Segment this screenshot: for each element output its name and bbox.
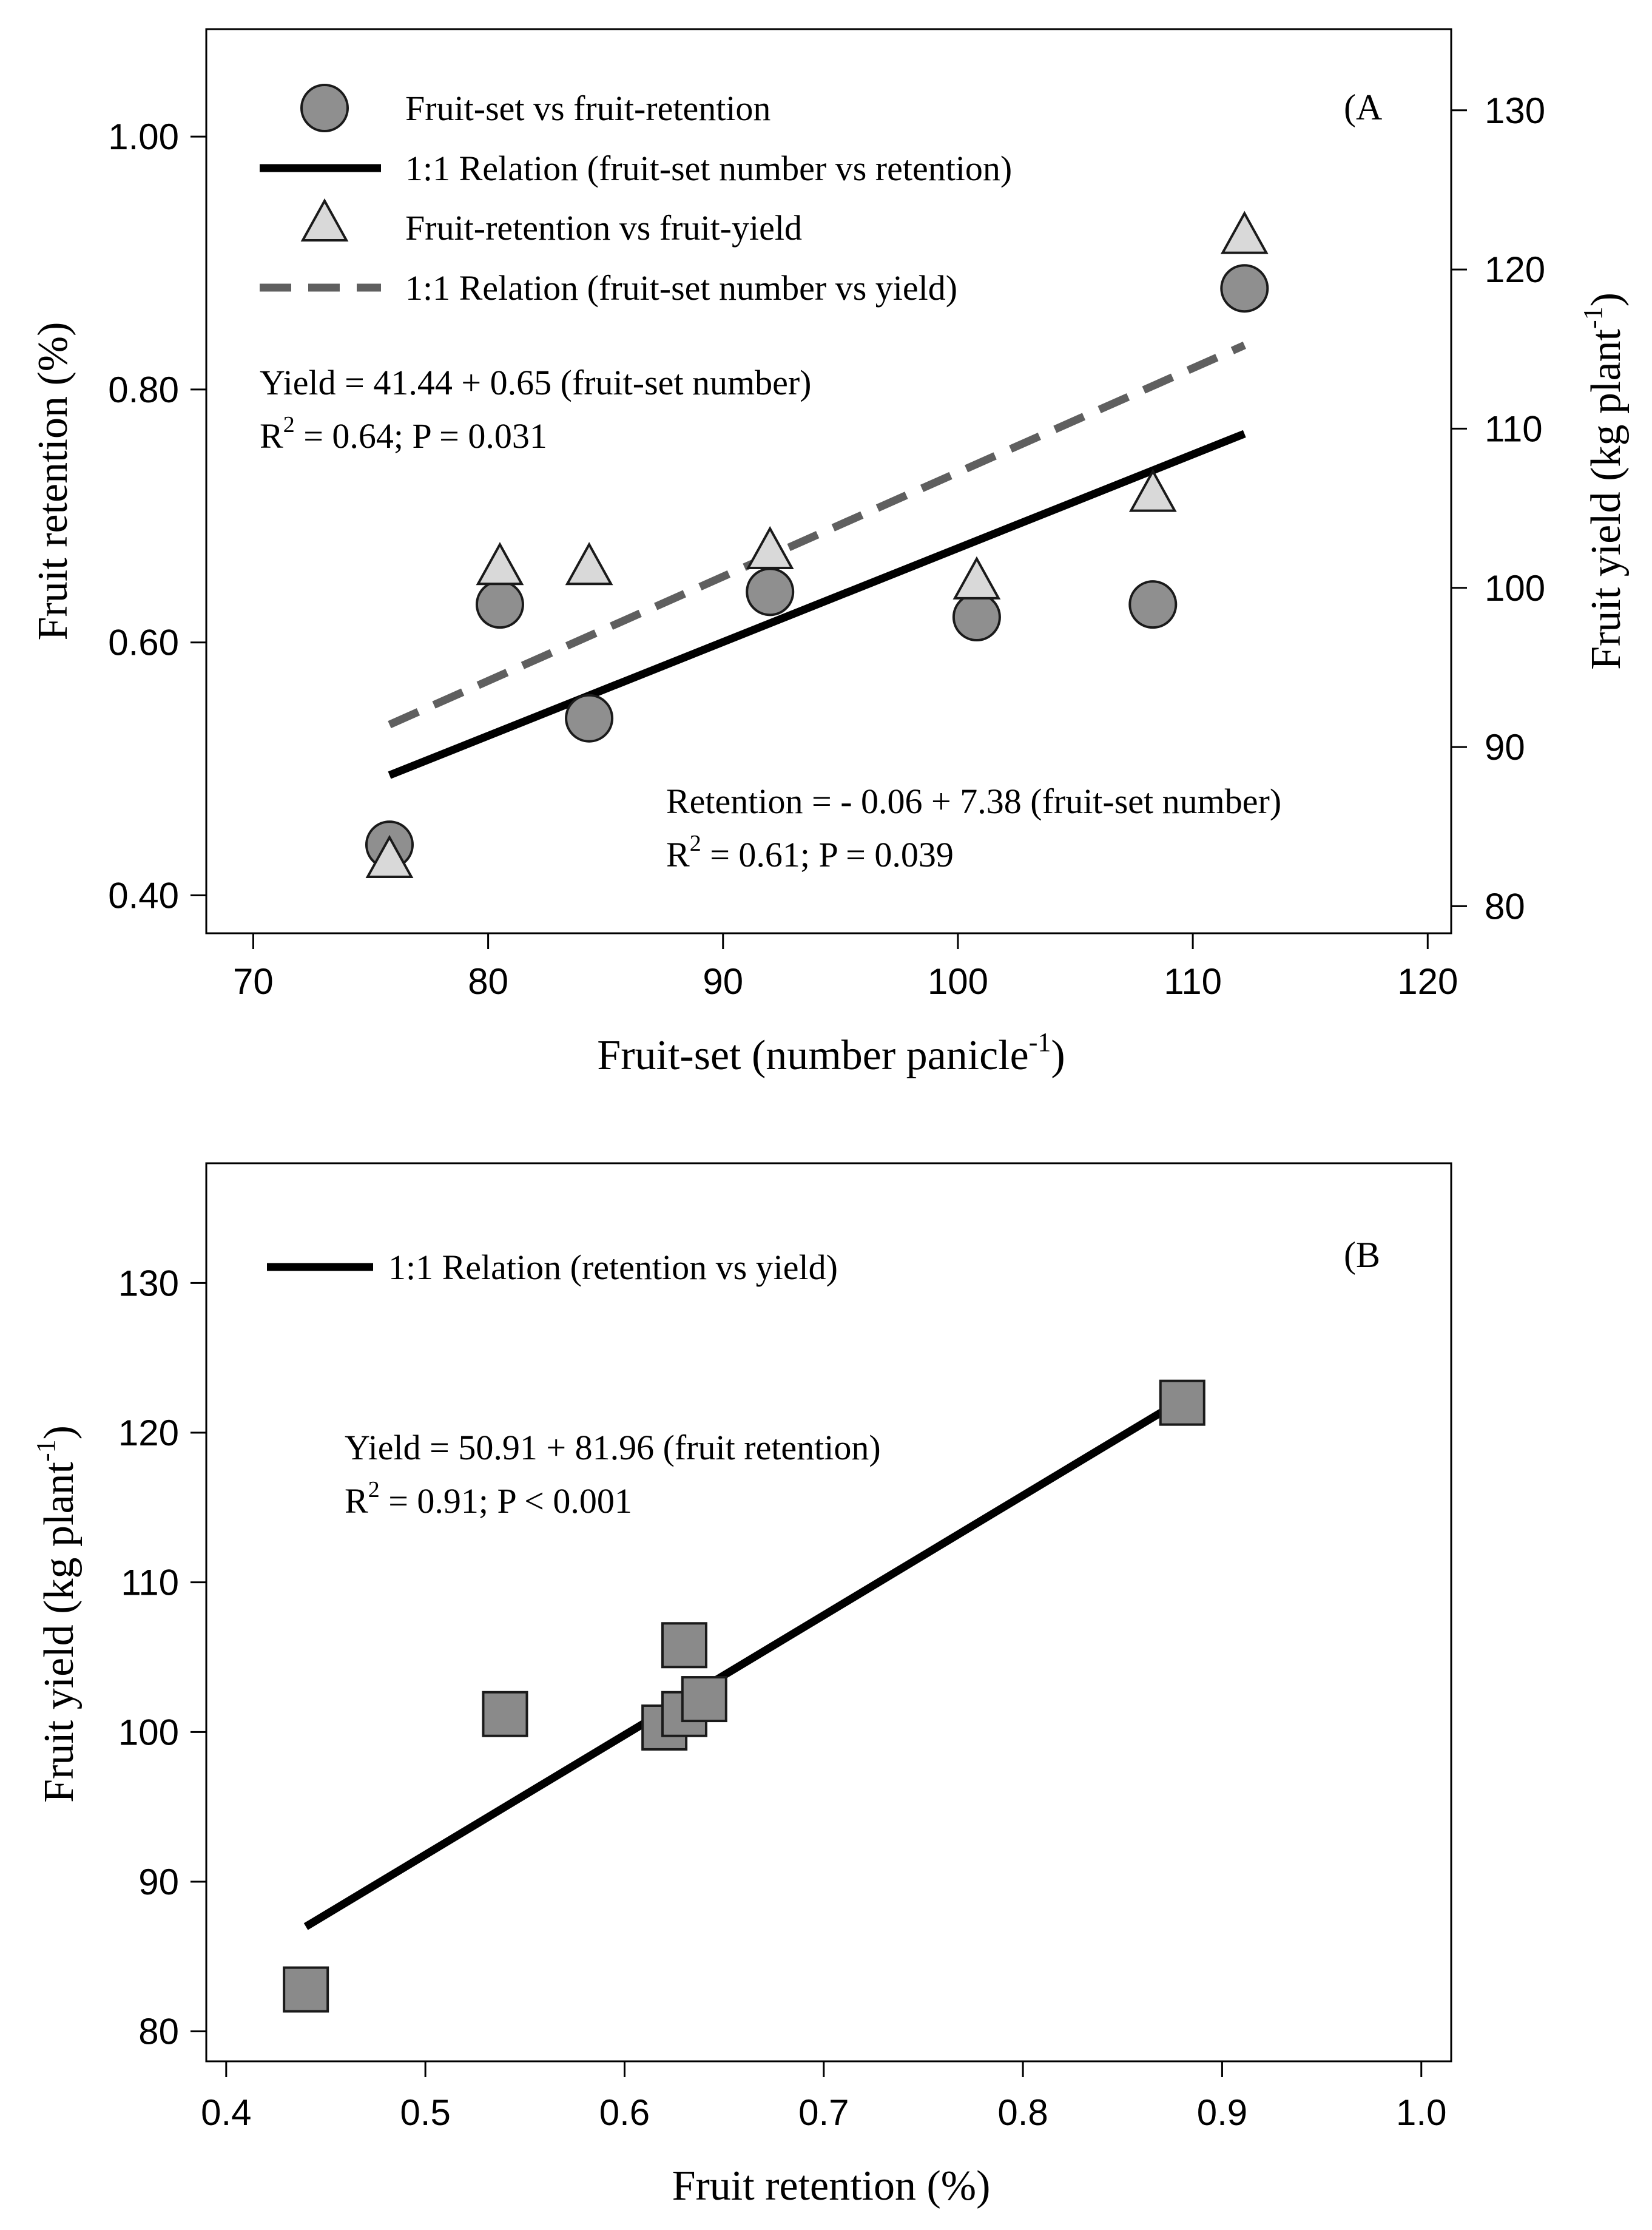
yield-equation: Yield = 41.44 + 0.65 (fruit-set number) — [260, 363, 811, 402]
x-tick-label: 100 — [928, 961, 988, 1002]
yield-r2: R2 = 0.64; P = 0.031 — [260, 412, 547, 456]
yield-point — [1220, 211, 1269, 254]
retention-equation: Retention = - 0.06 + 7.38 (fruit-set num… — [666, 782, 1281, 821]
yield-point — [565, 542, 613, 586]
yield-point — [746, 525, 794, 570]
retention-point — [475, 580, 524, 629]
legend-label-retention-vs-yield-line: 1:1 Relation (retention vs yield) — [388, 1248, 838, 1287]
retention-point — [1220, 264, 1269, 313]
yield-retention-regression-line — [303, 1396, 1185, 1930]
right-y-tick-label: 120 — [1485, 249, 1545, 290]
right-y-tick-label: 90 — [1485, 727, 1525, 768]
legend-label-retention-vs-yield: Fruit-retention vs fruit-yield — [405, 208, 802, 248]
panel-a-left-y-ticks: 0.40 0.60 0.80 1.00 — [108, 117, 206, 916]
panel-b-equation: Yield = 50.91 + 81.96 (fruit retention) — [345, 1428, 881, 1467]
y-tick-label: 110 — [121, 1563, 179, 1603]
panel-b-lines — [303, 1396, 1185, 1930]
panel-b-x-ticks: 0.4 0.5 0.6 0.7 0.8 0.9 1.0 — [201, 2061, 1446, 2133]
x-tick-label: 70 — [233, 961, 274, 1002]
legend-label-dashed-line: 1:1 Relation (fruit-set number vs yield) — [405, 268, 957, 308]
retention-point — [565, 694, 614, 743]
panel-a-points — [365, 211, 1269, 878]
panel-a-frame — [205, 28, 1452, 934]
panel-a-right-y-ticks: 80 90 100 110 120 130 — [1451, 90, 1545, 927]
retention-regression-line — [388, 430, 1246, 779]
right-y-tick-label: 130 — [1485, 90, 1545, 131]
left-y-tick-label: 1.00 — [108, 117, 179, 157]
panel-b-label: (B — [1344, 1235, 1380, 1275]
retention-point — [952, 593, 1001, 642]
legend-circle-marker — [300, 84, 349, 132]
legend-triangle-marker — [300, 198, 349, 242]
panel-b-points — [283, 1379, 1205, 2013]
right-y-tick-label: 100 — [1485, 568, 1545, 609]
legend-label-fruit-set-vs-retention: Fruit-set vs fruit-retention — [405, 89, 770, 128]
x-tick-label: 90 — [703, 961, 743, 1002]
panel-a-x-axis-title: Fruit-set (number panicle-1) — [597, 1027, 1065, 1079]
panel-a-left-y-axis-title: Fruit retention (%) — [30, 322, 76, 641]
panel-b-r2: R2 = 0.91; P < 0.001 — [345, 1477, 632, 1521]
y-tick-label: 90 — [138, 1862, 179, 1902]
panel-a-right-y-axis-title: Fruit yield (kg plant-1) — [1578, 292, 1630, 670]
x-tick-label: 0.4 — [201, 2092, 251, 2133]
x-tick-label: 0.9 — [1197, 2092, 1247, 2133]
panel-b-frame — [205, 1162, 1452, 2063]
x-tick-label: 110 — [1164, 961, 1222, 1002]
y-tick-label: 120 — [118, 1413, 179, 1453]
yield-point — [365, 834, 414, 878]
square-point — [482, 1691, 528, 1737]
panel-b-y-axis-title: Fruit yield (kg plant-1) — [31, 1425, 83, 1803]
panel-b-y-ticks: 80 90 100 110 120 130 — [118, 1263, 206, 2052]
legend-label-solid-line: 1:1 Relation (fruit-set number vs retent… — [405, 149, 1012, 188]
y-tick-label: 130 — [118, 1263, 179, 1303]
x-tick-label: 1.0 — [1396, 2092, 1446, 2133]
left-y-tick-label: 0.40 — [108, 875, 179, 916]
square-point — [681, 1676, 727, 1723]
panel-b-legend: 1:1 Relation (retention vs yield) — [267, 1248, 838, 1287]
yield-point — [952, 556, 1001, 600]
panel-b: 80 90 100 110 120 130 0.4 0.5 0.6 0.7 0.8 0.9 1.0 1… — [31, 1162, 1452, 2209]
panel-a: 0.40 0.60 0.80 1.00 80 90 100 110 120 130 70 80 90… — [30, 28, 1630, 1079]
right-y-tick-label: 80 — [1485, 886, 1525, 927]
left-y-tick-label: 0.60 — [108, 623, 179, 663]
x-tick-label: 0.7 — [798, 2092, 849, 2133]
panel-a-x-ticks: 70 80 90 100 110 120 — [233, 933, 1458, 1002]
panel-a-lines — [388, 342, 1246, 779]
panel-a-legend: Fruit-set vs fruit-retention 1:1 Relatio… — [260, 84, 1012, 308]
retention-r2: R2 = 0.61; P = 0.039 — [666, 831, 954, 874]
yield-regression-line — [388, 342, 1246, 729]
left-y-tick-label: 0.80 — [108, 370, 179, 410]
yield-point — [1128, 468, 1177, 512]
panel-b-x-axis-title: Fruit retention (%) — [672, 2163, 991, 2209]
y-tick-label: 80 — [138, 2012, 179, 2052]
square-point — [1159, 1379, 1205, 1426]
retention-point — [746, 567, 795, 617]
x-tick-label: 0.5 — [400, 2092, 450, 2133]
x-tick-label: 80 — [468, 961, 508, 1002]
square-point — [283, 1966, 329, 2013]
x-tick-label: 0.6 — [599, 2092, 650, 2133]
panel-a-label: (A — [1344, 87, 1382, 127]
retention-point — [1128, 580, 1178, 629]
yield-point — [476, 542, 524, 586]
y-tick-label: 100 — [118, 1712, 179, 1752]
x-tick-label: 0.8 — [997, 2092, 1048, 2133]
x-tick-label: 120 — [1397, 961, 1458, 1002]
right-y-tick-label: 110 — [1485, 408, 1543, 449]
square-point — [661, 1622, 707, 1669]
